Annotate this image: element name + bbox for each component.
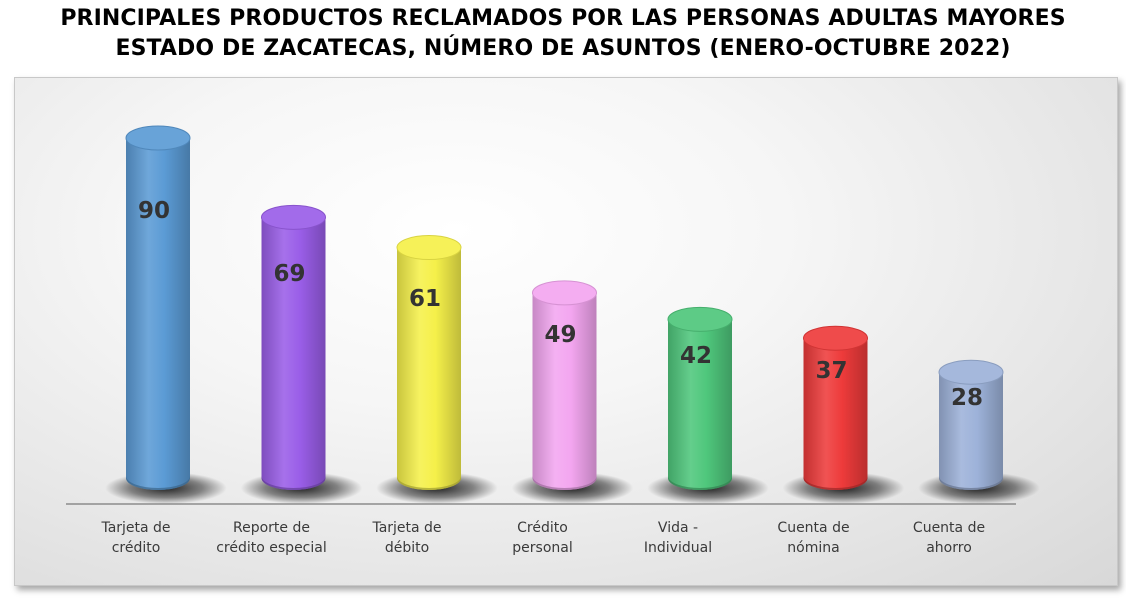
bar-7 — [938, 359, 1004, 490]
category-label-2: Reporte de crédito especial — [216, 520, 327, 556]
bar-cap-3 — [396, 235, 462, 261]
bar-4 — [532, 280, 597, 491]
category-label-3: Tarjeta de débito — [371, 520, 441, 556]
chart-title-line-2: ESTADO DE ZACATECAS, NÚMERO DE ASUNTOS (… — [115, 36, 1011, 61]
bar-body-6 — [803, 338, 868, 491]
bar-cap-2 — [261, 204, 326, 230]
bar-2 — [261, 204, 326, 491]
bar-base-2 — [261, 476, 326, 491]
bar-3 — [396, 235, 462, 490]
bar-body-3 — [397, 247, 461, 490]
chart-title: PRINCIPALES PRODUCTOS RECLAMADOS POR LAS… — [0, 4, 1126, 64]
bar-cap-5 — [667, 306, 733, 332]
data-label-4: 49 — [544, 322, 576, 348]
bar-body-5 — [668, 319, 732, 490]
data-label-7: 28 — [951, 385, 983, 411]
bar-body-2 — [261, 217, 326, 491]
bar-5 — [667, 306, 733, 490]
bar-1 — [125, 125, 191, 490]
bar-base-7 — [939, 476, 1003, 490]
bar-base-6 — [803, 476, 868, 491]
value-labels: 90 69 61 49 42 37 28 — [138, 198, 983, 411]
bar-base-3 — [397, 476, 461, 490]
bar-base-4 — [532, 476, 597, 491]
bar-cap-7 — [938, 359, 1004, 385]
category-label-6: Cuenta de nómina — [777, 520, 849, 556]
category-label-7: Cuenta de ahorro — [913, 520, 985, 556]
bar-base-1 — [126, 476, 190, 490]
bar-body-1 — [126, 138, 190, 490]
data-label-2: 69 — [273, 261, 305, 287]
bar-cap-4 — [532, 280, 597, 306]
data-label-6: 37 — [815, 358, 847, 384]
bar-base-5 — [668, 476, 732, 490]
bars-group — [125, 125, 1004, 491]
bar-6 — [803, 325, 868, 491]
bar-body-7 — [939, 372, 1003, 490]
bar-cap-1 — [125, 125, 191, 151]
bar-cap-6 — [803, 325, 868, 351]
category-label-5: Vida -Individual — [644, 520, 712, 556]
bar-body-4 — [532, 292, 597, 491]
data-label-3: 61 — [409, 286, 441, 312]
category-labels: Tarjeta de crédito Reporte de crédito espec… — [100, 520, 985, 556]
data-label-5: 42 — [680, 343, 712, 369]
category-label-1: Tarjeta de crédito — [100, 520, 170, 556]
category-label-4: Crédito personal — [512, 520, 572, 556]
data-label-1: 90 — [138, 198, 170, 224]
chart-title-line-1: PRINCIPALES PRODUCTOS RECLAMADOS POR LAS… — [60, 6, 1066, 31]
